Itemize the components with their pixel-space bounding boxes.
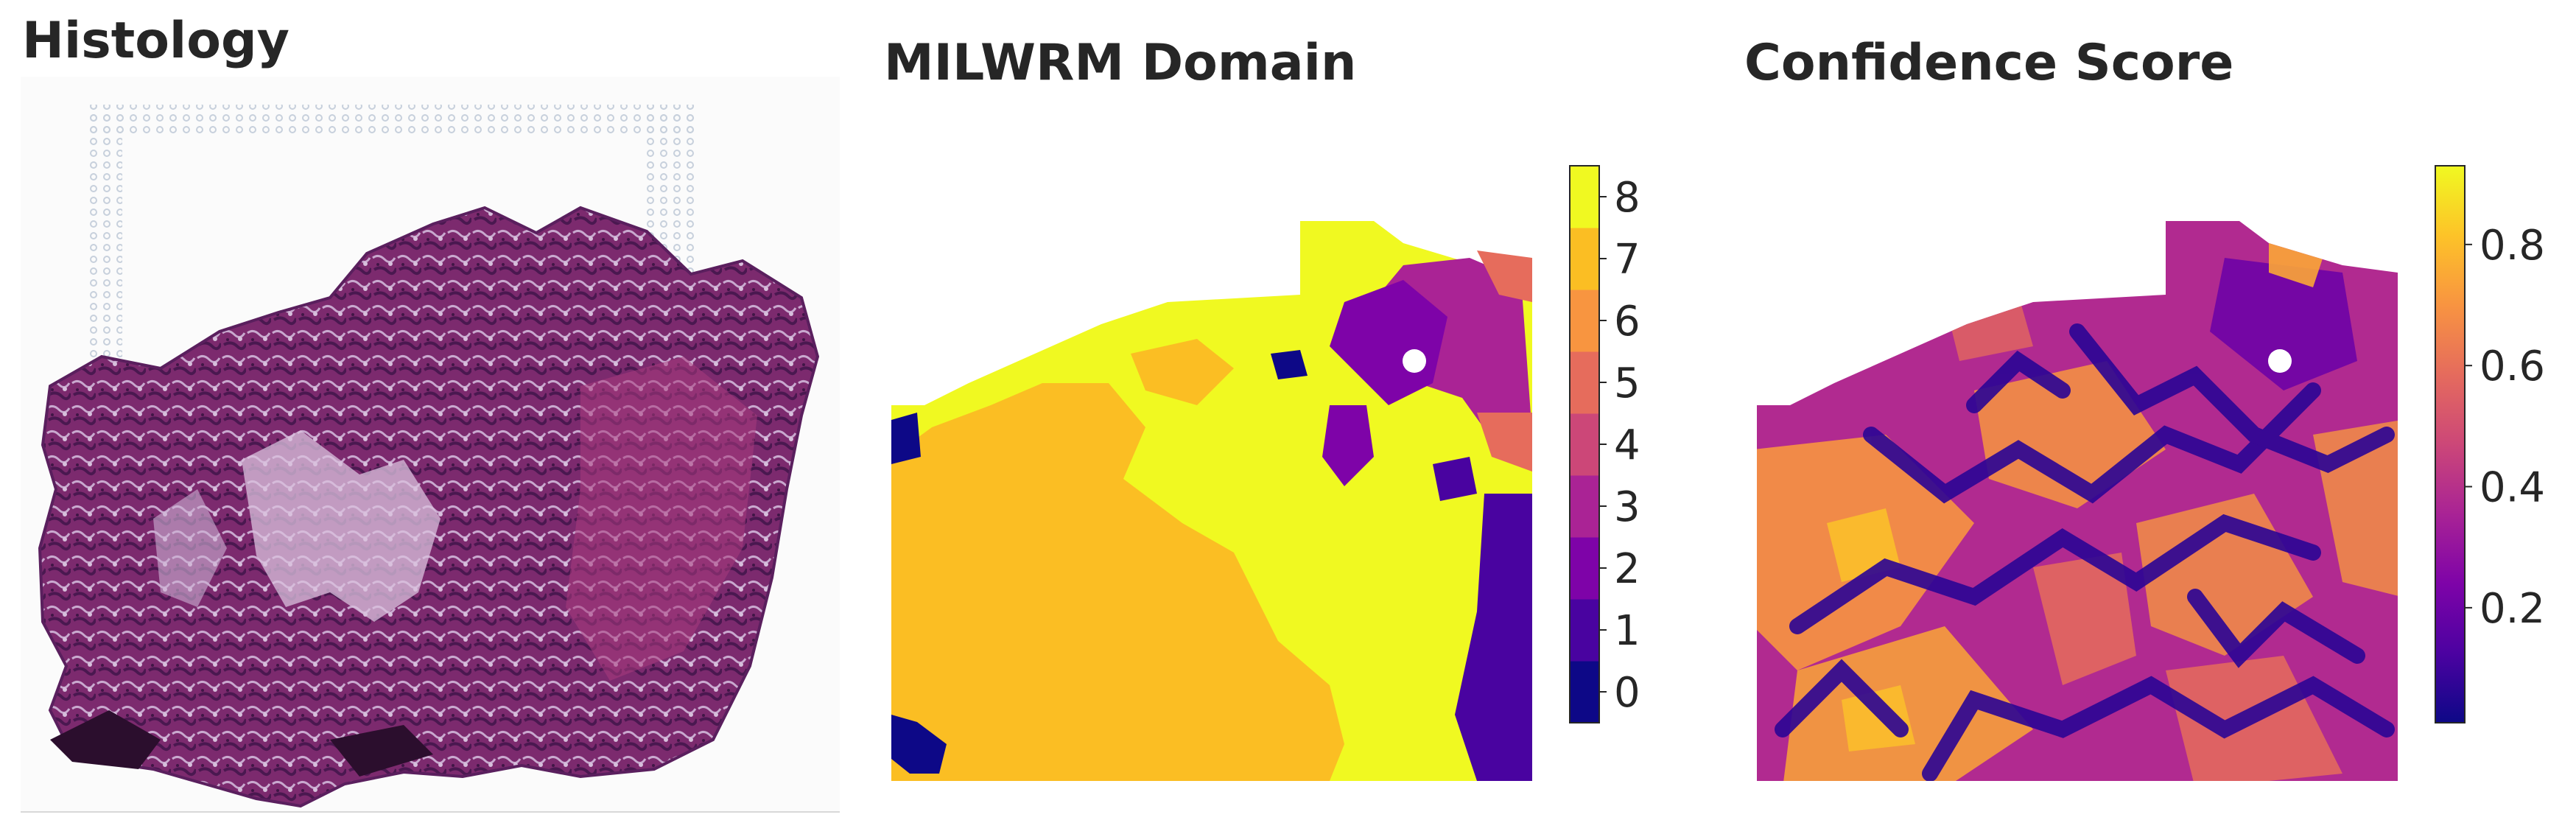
domain-colorbar-segment <box>1570 228 1599 290</box>
confidence-score-title: Confidence Score <box>1744 34 2234 92</box>
histology-image <box>21 77 840 813</box>
domain-region-domain-7 <box>891 383 1344 781</box>
domain-colorbar-segment <box>1570 413 1599 476</box>
domain-colorbar-segment <box>1570 475 1599 538</box>
domain-colorbar-tick-label: 5 <box>1614 360 1640 407</box>
domain-region-domain-0-bottom <box>891 715 947 774</box>
domain-colorbar-tick-label: 0 <box>1614 669 1640 717</box>
domain-region-domain-2-lower <box>1322 405 1374 486</box>
domain-region-domain-7-upper <box>1131 339 1234 405</box>
domain-region-domain-1-mid <box>1433 457 1477 501</box>
confidence-colorbar: 0.2 0.4 0.6 0.8 <box>2435 165 2545 723</box>
tissue-fold <box>50 710 161 769</box>
milwrm-domain-map <box>891 221 1532 781</box>
tissue-stroma-region <box>566 357 757 681</box>
domain-colorbar-tick-label: 4 <box>1614 421 1640 469</box>
domain-colorbar-segment <box>1570 351 1599 414</box>
domain-colorbar-tick-label: 2 <box>1614 545 1640 593</box>
domain-colorbar-tick-label: 7 <box>1614 236 1640 284</box>
domain-colorbar-tick-label: 6 <box>1614 298 1640 346</box>
domain-colorbar: 0 1 2 3 4 5 6 7 8 <box>1569 165 1640 723</box>
domain-colorbar-segment <box>1570 599 1599 662</box>
tissue-pale-region <box>242 430 441 622</box>
histology-title: Histology <box>22 12 289 70</box>
domain-region-domain-0-top <box>1271 350 1308 379</box>
domain-map-hole <box>1403 349 1426 373</box>
domain-colorbar-tick-label: 3 <box>1614 483 1640 531</box>
confidence-colorbar-gradient <box>2435 166 2465 723</box>
domain-colorbar-segment <box>1570 661 1599 723</box>
domain-region-domain-0 <box>891 413 921 464</box>
confidence-colorbar-tick-label: 0.4 <box>2480 464 2545 512</box>
domain-region-domain-5-right <box>1477 413 1532 472</box>
domain-region-domain-1 <box>1455 494 1532 781</box>
domain-colorbar-tick-label: 8 <box>1614 174 1640 222</box>
confidence-map-hole <box>2268 349 2292 373</box>
milwrm-domain-title: MILWRM Domain <box>884 34 1357 92</box>
domain-colorbar-segment <box>1570 166 1599 228</box>
tissue-pale-region <box>153 489 227 607</box>
confidence-colorbar-tick-label: 0.6 <box>2480 343 2545 390</box>
confidence-score-map <box>1757 221 2398 781</box>
domain-colorbar-tick-label: 1 <box>1614 607 1640 655</box>
confidence-colorbar-tick-label: 0.2 <box>2480 585 2545 633</box>
domain-colorbar-segment <box>1570 290 1599 352</box>
domain-region-domain-2 <box>1330 280 1447 405</box>
confidence-colorbar-tick-label: 0.8 <box>2480 222 2545 270</box>
tissue-fold <box>330 725 433 777</box>
domain-colorbar-segment <box>1570 537 1599 600</box>
confidence-surface <box>1757 221 2398 781</box>
domain-region-domain-5 <box>1477 250 1532 302</box>
